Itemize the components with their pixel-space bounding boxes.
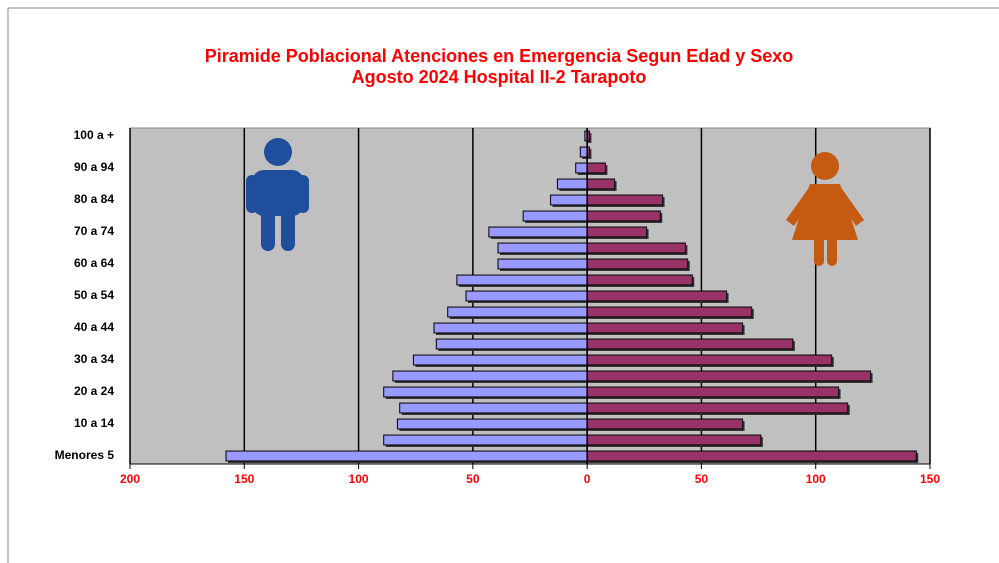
bar <box>396 418 588 430</box>
y-tick-label: 80 a 84 <box>74 192 114 206</box>
bar <box>447 306 588 318</box>
bar <box>575 162 588 174</box>
x-tick-label: 200 <box>120 472 140 486</box>
x-tick-label: 50 <box>466 472 480 486</box>
bar <box>497 242 588 254</box>
plot-area: 200 150 100 50 0 50 100 150 100 a + 90 a 94 80 a 8… <box>55 127 940 486</box>
bar-shadow <box>589 133 592 143</box>
x-tick-label: 50 <box>695 472 709 486</box>
bar <box>550 194 588 206</box>
male-icon <box>246 138 309 251</box>
bar <box>586 450 917 462</box>
bar <box>579 146 588 158</box>
icons <box>246 138 864 266</box>
bar <box>586 370 872 382</box>
bar <box>586 194 664 206</box>
x-tick-label: 100 <box>349 472 369 486</box>
bar <box>497 258 588 270</box>
bar <box>433 322 588 334</box>
bar <box>586 290 728 302</box>
bar <box>586 162 606 174</box>
bar <box>225 450 588 462</box>
x-tick-label: 0 <box>584 472 591 486</box>
bar <box>586 210 661 222</box>
bar <box>435 338 588 350</box>
bar <box>586 386 840 398</box>
y-tick-label: 100 a + <box>74 128 114 142</box>
bar <box>399 402 588 414</box>
bar <box>465 290 588 302</box>
bar <box>412 354 588 366</box>
x-tick-label: 150 <box>920 472 940 486</box>
bar <box>586 274 693 286</box>
bar <box>586 434 762 446</box>
x-tick-label: 100 <box>806 472 826 486</box>
bar <box>522 210 588 222</box>
bar <box>383 434 588 446</box>
female-icon <box>786 152 864 266</box>
y-tick-label: 60 a 64 <box>74 256 114 270</box>
x-tick-label: 150 <box>234 472 254 486</box>
y-tick-label: 30 a 34 <box>74 352 114 366</box>
bar <box>586 418 744 430</box>
chart-subtitle: Agosto 2024 Hospital II-2 Tarapoto <box>352 67 647 87</box>
bar <box>586 226 648 238</box>
y-tick-label: 20 a 24 <box>74 384 114 398</box>
y-tick-label: Menores 5 <box>55 448 115 462</box>
bar <box>586 338 794 350</box>
bar <box>586 258 689 270</box>
y-tick-label: 10 a 14 <box>74 416 114 430</box>
bar <box>586 322 744 334</box>
chart-title: Piramide Poblacional Atenciones en Emerg… <box>205 46 794 66</box>
bar <box>392 370 588 382</box>
bar <box>556 178 588 190</box>
y-tick-label: 40 a 44 <box>74 320 114 334</box>
y-tick-label: 70 a 74 <box>74 224 114 238</box>
bar <box>586 402 849 414</box>
bar <box>456 274 588 286</box>
bar-shadow <box>589 149 592 159</box>
y-tick-label: 90 a 94 <box>74 160 114 174</box>
bar <box>586 306 753 318</box>
bar <box>586 178 616 190</box>
bar <box>586 354 833 366</box>
bar <box>488 226 588 238</box>
bar <box>383 386 588 398</box>
bar <box>586 242 686 254</box>
y-tick-label: 50 a 54 <box>74 288 114 302</box>
